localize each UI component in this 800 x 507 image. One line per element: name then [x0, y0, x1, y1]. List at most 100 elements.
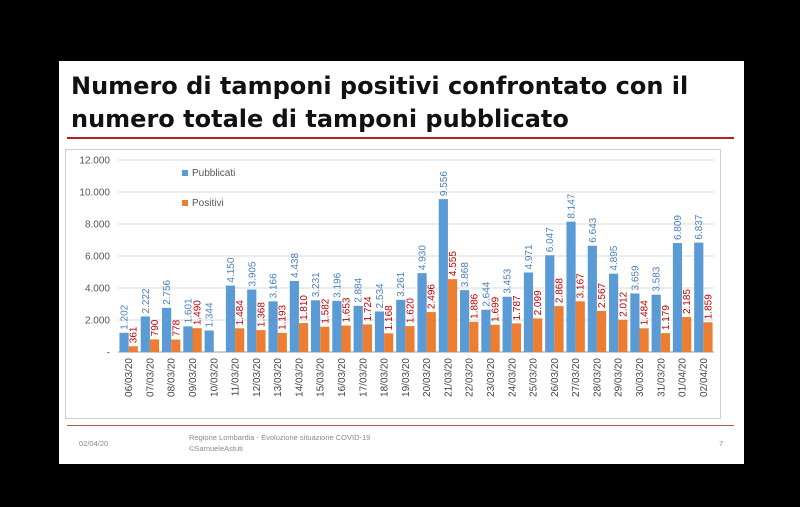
y-axis-ticks: - 2.000 4.000 6.000 8.000 10.000 12.000 — [79, 156, 110, 359]
legend: Pubblicati Positivi — [182, 168, 235, 209]
data-label-pubblicati: 4.438 — [290, 253, 301, 278]
x-axis-ticks: 06/03/20 07/03/20 08/03/20 09/03/20 10/03/20… — [124, 358, 710, 397]
bar-pubblicati — [609, 273, 619, 352]
bar-positivi — [171, 339, 181, 352]
bar-positivi — [575, 301, 585, 352]
data-label-positivi: 1.699 — [491, 296, 502, 321]
data-label-pubblicati: 3.231 — [311, 272, 322, 297]
x-tick-label: 02/04/20 — [699, 358, 710, 397]
data-label-positivi: 1.653 — [342, 297, 353, 322]
bar-pubblicati — [332, 300, 342, 352]
x-tick-label: 12/03/20 — [252, 358, 263, 397]
bar-positivi — [235, 328, 245, 352]
y-tick-label: 12.000 — [79, 156, 110, 167]
data-label-pubblicati: 3.166 — [269, 273, 280, 298]
data-label-pubblicati: 3.583 — [652, 266, 663, 291]
data-label-positivi: 1.886 — [469, 293, 480, 318]
data-label-positivi: 1.724 — [363, 296, 374, 321]
x-tick-label: 28/03/20 — [592, 358, 603, 397]
bar-positivi — [362, 324, 372, 352]
data-label-positivi: 1.193 — [278, 304, 289, 329]
data-label-pubblicati: 6.809 — [673, 215, 684, 240]
bar-positivi — [128, 346, 138, 352]
x-tick-label: 10/03/20 — [209, 358, 220, 397]
bar-positivi — [149, 339, 160, 352]
page-number: 7 — [719, 439, 724, 448]
bar-positivi — [469, 321, 479, 352]
data-label-pubblicati: 3.261 — [396, 271, 407, 296]
data-label-pubblicati: 2.756 — [162, 279, 173, 304]
bar-positivi — [341, 325, 351, 352]
data-label-pubblicati: 1.202 — [120, 304, 131, 329]
x-tick-label: 13/03/20 — [273, 358, 284, 397]
bar-pubblicati — [140, 316, 150, 352]
x-tick-label: 11/03/20 — [231, 358, 242, 397]
bar-positivi — [256, 330, 266, 352]
bar-positivi — [596, 310, 607, 352]
y-tick-label: - — [107, 348, 110, 359]
x-tick-label: 25/03/20 — [529, 358, 540, 397]
bar-pubblicati — [289, 280, 299, 352]
x-tick-label: 24/03/20 — [507, 358, 518, 397]
data-label-positivi: 2.567 — [597, 282, 608, 307]
bar-pubblicati — [268, 301, 278, 352]
data-label-pubblicati: 2.884 — [354, 277, 365, 302]
bar-pubblicati — [460, 290, 470, 352]
data-label-positivi: 361 — [129, 326, 140, 343]
footer-rule — [67, 425, 734, 426]
data-label-positivi: 1.484 — [235, 300, 246, 325]
bar-pubblicati — [374, 311, 385, 352]
x-tick-label: 29/03/20 — [614, 358, 625, 397]
data-label-positivi: 790 — [150, 319, 161, 336]
x-tick-label: 26/03/20 — [550, 358, 561, 397]
slide-title: Numero di tamponi positivi confrontato c… — [71, 72, 689, 133]
bar-pubblicati — [481, 309, 491, 352]
bar-positivi — [511, 323, 521, 352]
legend-label: Positivi — [192, 198, 224, 209]
bar-pubblicati — [183, 326, 193, 352]
y-tick-label: 2.000 — [85, 316, 110, 327]
x-tick-label: 09/03/20 — [188, 358, 199, 397]
data-label-pubblicati: 6.837 — [694, 214, 705, 239]
x-tick-label: 21/03/20 — [443, 358, 454, 397]
bar-pubblicati — [630, 293, 640, 352]
x-tick-label: 20/03/20 — [422, 358, 433, 397]
x-tick-label: 07/03/20 — [145, 358, 156, 397]
x-tick-label: 27/03/20 — [571, 358, 582, 397]
bar-pubblicati — [162, 307, 172, 352]
data-label-positivi: 1.179 — [661, 305, 672, 330]
x-tick-label: 22/03/20 — [465, 358, 476, 397]
bar-pubblicati — [651, 294, 661, 352]
data-label-pubblicati: 3.196 — [332, 272, 343, 297]
bar-positivi — [618, 319, 628, 352]
x-tick-label: 17/03/20 — [358, 358, 369, 397]
data-label-positivi: 1.490 — [193, 300, 204, 325]
slide: Numero di tamponi positivi confrontato c… — [59, 61, 744, 464]
bar-pubblicati — [694, 242, 704, 352]
bar-pubblicati — [438, 199, 448, 352]
data-label-pubblicati: 2.222 — [141, 288, 152, 313]
bar-positivi — [660, 333, 670, 352]
bar-pubblicati — [225, 285, 236, 352]
x-tick-label: 18/03/20 — [380, 358, 391, 397]
bars — [119, 199, 713, 352]
data-label-pubblicati: 3.905 — [247, 261, 258, 286]
gridlines — [118, 159, 714, 353]
data-label-pubblicati: 4.930 — [418, 245, 429, 270]
data-label-pubblicati: 1.344 — [205, 302, 216, 327]
bar-pubblicati — [545, 255, 555, 352]
data-label-pubblicati: 8.147 — [567, 193, 578, 218]
bar-pubblicati — [502, 296, 512, 352]
data-label-positivi: 2.496 — [427, 284, 438, 309]
bar-positivi — [320, 326, 330, 352]
bar-pubblicati — [311, 300, 321, 352]
data-label-pubblicati: 6.643 — [588, 217, 599, 242]
data-label-pubblicati: 3.659 — [630, 265, 641, 290]
y-tick-label: 6.000 — [85, 252, 110, 263]
bar-positivi — [554, 306, 564, 352]
x-tick-label: 31/03/20 — [656, 358, 667, 397]
data-label-positivi: 3.167 — [576, 273, 587, 298]
bar-positivi — [405, 326, 415, 352]
